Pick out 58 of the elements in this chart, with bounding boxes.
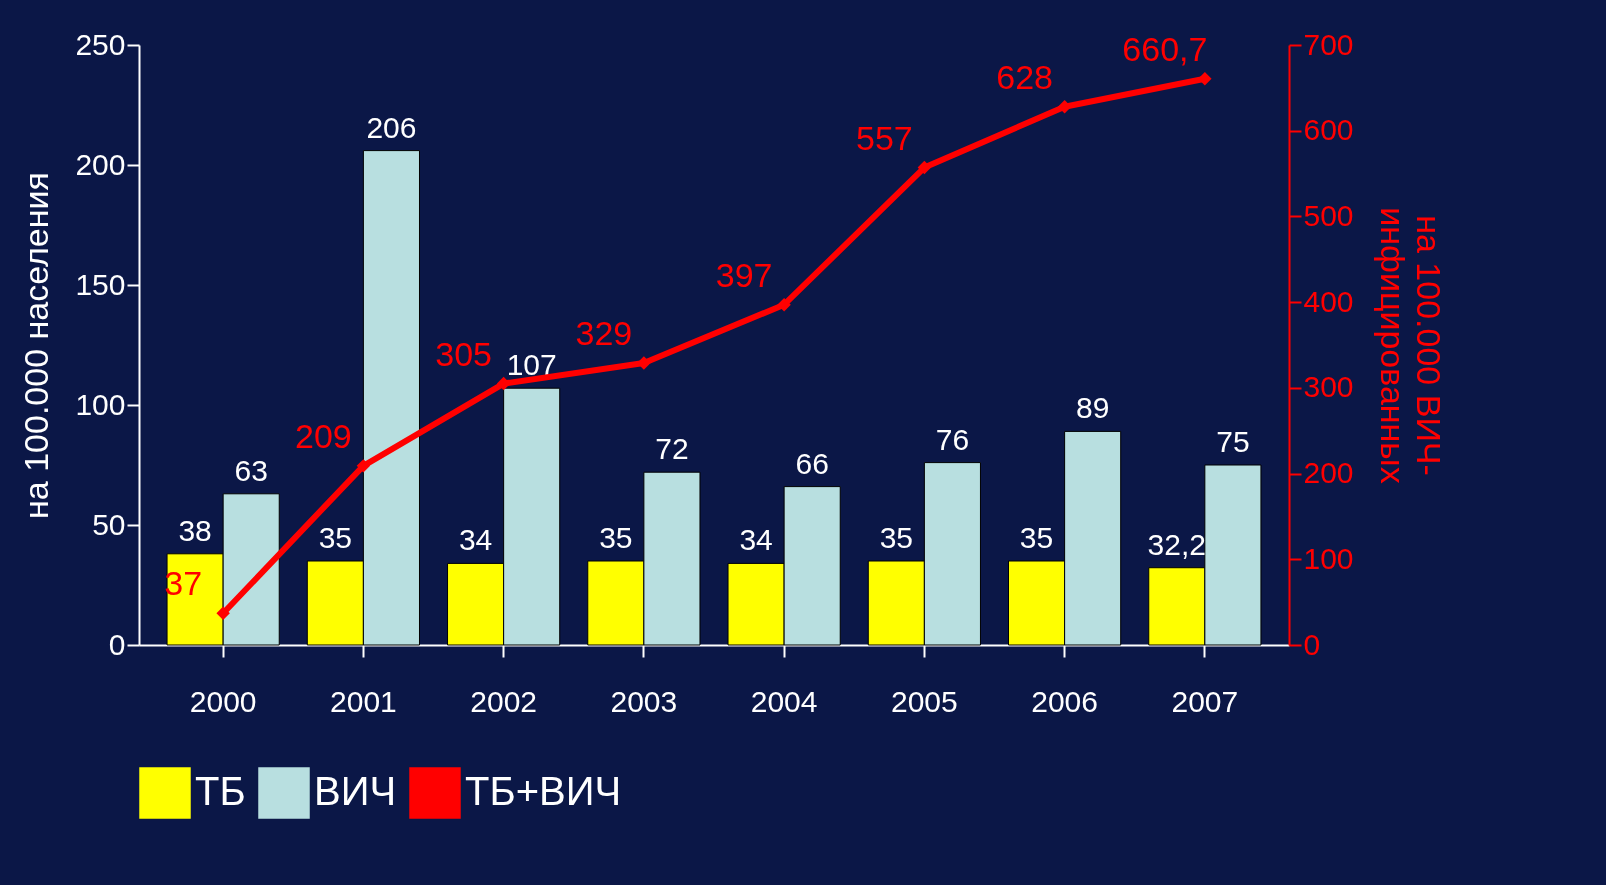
y-tick-label: 0 [108,627,126,661]
y2-tick-label: 600 [1303,113,1354,147]
y2-tick-label: 400 [1303,284,1354,318]
data-label: 35 [318,521,353,554]
data-label: 63 [234,453,268,487]
x-tick-label: 2002 [470,684,538,718]
data-label: 557 [856,118,913,157]
data-label: 35 [1019,521,1054,554]
point [1057,100,1072,114]
data-label: 72 [655,432,689,466]
data-label: 34 [458,523,493,557]
y-tick-label: 250 [75,27,126,61]
data-label: 305 [435,334,492,373]
legend-label: ТБ [195,769,246,813]
y-axis-title: на 100.000 населения [17,172,56,519]
y2-tick-label: 500 [1303,198,1354,232]
point [356,459,371,473]
y2-tick-label: 700 [1303,27,1354,61]
point [637,356,651,370]
y-tick-label: 200 [75,147,126,181]
y-tick-label: 150 [75,267,126,301]
x-tick-label: 2005 [890,684,958,718]
data-label: 628 [996,57,1053,96]
data-label: 660,7 [1122,29,1208,68]
y2-tick-label: 100 [1303,541,1354,575]
data-label: 329 [575,314,633,352]
y2-tick-label: 300 [1303,370,1354,404]
x-tick-label: 2006 [1031,684,1098,718]
data-label: 35 [599,521,633,554]
y2-tick-label: 200 [1303,456,1354,490]
x-tick-label: 2000 [189,684,257,718]
point [777,298,791,312]
point [1198,71,1212,86]
point [917,160,932,175]
data-label: 34 [739,523,773,557]
data-label: 76 [935,422,970,456]
data-label: 107 [506,348,557,382]
x-tick-label: 2001 [330,684,397,718]
data-label: 75 [1216,425,1250,458]
data-label: 206 [366,110,417,144]
x-tick-label: 2003 [610,684,678,718]
data-label: 35 [879,521,913,554]
data-label: 66 [795,446,829,480]
y2-tick-label: 0 [1303,627,1321,661]
legend-label: ТБ+ВИЧ [465,769,622,813]
point [216,606,230,620]
point [496,376,511,391]
x-tick-label: 2007 [1171,684,1239,718]
data-label: 89 [1075,391,1110,425]
data-label: 38 [178,513,212,547]
data-label: 32,2 [1147,527,1206,561]
data-label: 209 [295,416,352,455]
y-tick-label: 100 [75,387,126,421]
y2-axis-title: на 100.000 ВИЧ-инфицированных [1373,207,1448,484]
x-tick-label: 2004 [750,684,818,718]
legend-label: ВИЧ [314,769,397,813]
data-label: 397 [715,255,773,294]
y-tick-label: 50 [92,507,126,541]
